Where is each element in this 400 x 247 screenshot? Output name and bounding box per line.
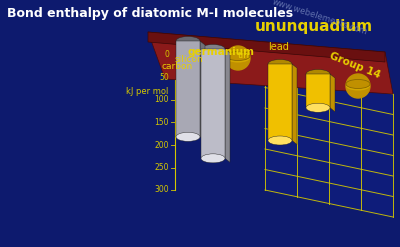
Ellipse shape: [346, 80, 370, 88]
Polygon shape: [330, 74, 335, 112]
Text: www.webelements.com: www.webelements.com: [271, 0, 369, 37]
Polygon shape: [306, 74, 330, 108]
Polygon shape: [176, 41, 200, 137]
Circle shape: [226, 46, 250, 70]
Ellipse shape: [268, 136, 292, 145]
Polygon shape: [200, 41, 205, 141]
Polygon shape: [225, 49, 230, 162]
Text: tin: tin: [238, 51, 250, 60]
Ellipse shape: [201, 44, 225, 54]
Ellipse shape: [176, 132, 200, 141]
Ellipse shape: [226, 52, 250, 61]
Text: 100: 100: [154, 96, 169, 104]
Ellipse shape: [346, 82, 370, 90]
Ellipse shape: [201, 154, 225, 163]
Text: germanium: germanium: [188, 47, 255, 57]
Text: ununquadium: ununquadium: [255, 19, 373, 34]
Polygon shape: [201, 49, 225, 158]
Text: 200: 200: [154, 141, 169, 149]
Text: 0: 0: [164, 50, 169, 60]
Polygon shape: [148, 32, 385, 62]
Text: silicon: silicon: [175, 55, 204, 64]
Polygon shape: [148, 32, 393, 94]
Text: Bond enthalpy of diatomic M-I molecules: Bond enthalpy of diatomic M-I molecules: [7, 7, 293, 20]
Text: carbon: carbon: [162, 62, 193, 71]
Polygon shape: [265, 67, 393, 217]
Text: 250: 250: [154, 163, 169, 172]
Text: 300: 300: [154, 185, 169, 194]
Ellipse shape: [226, 54, 250, 62]
Ellipse shape: [306, 103, 330, 112]
Text: 150: 150: [154, 118, 169, 127]
Polygon shape: [292, 64, 297, 144]
Circle shape: [346, 74, 370, 98]
Ellipse shape: [268, 60, 292, 68]
Text: kJ per mol: kJ per mol: [126, 87, 168, 97]
Ellipse shape: [176, 37, 200, 45]
Ellipse shape: [306, 69, 330, 79]
Polygon shape: [268, 64, 292, 141]
Text: Group 14: Group 14: [328, 50, 382, 80]
Text: 50: 50: [159, 73, 169, 82]
Text: lead: lead: [268, 42, 289, 52]
